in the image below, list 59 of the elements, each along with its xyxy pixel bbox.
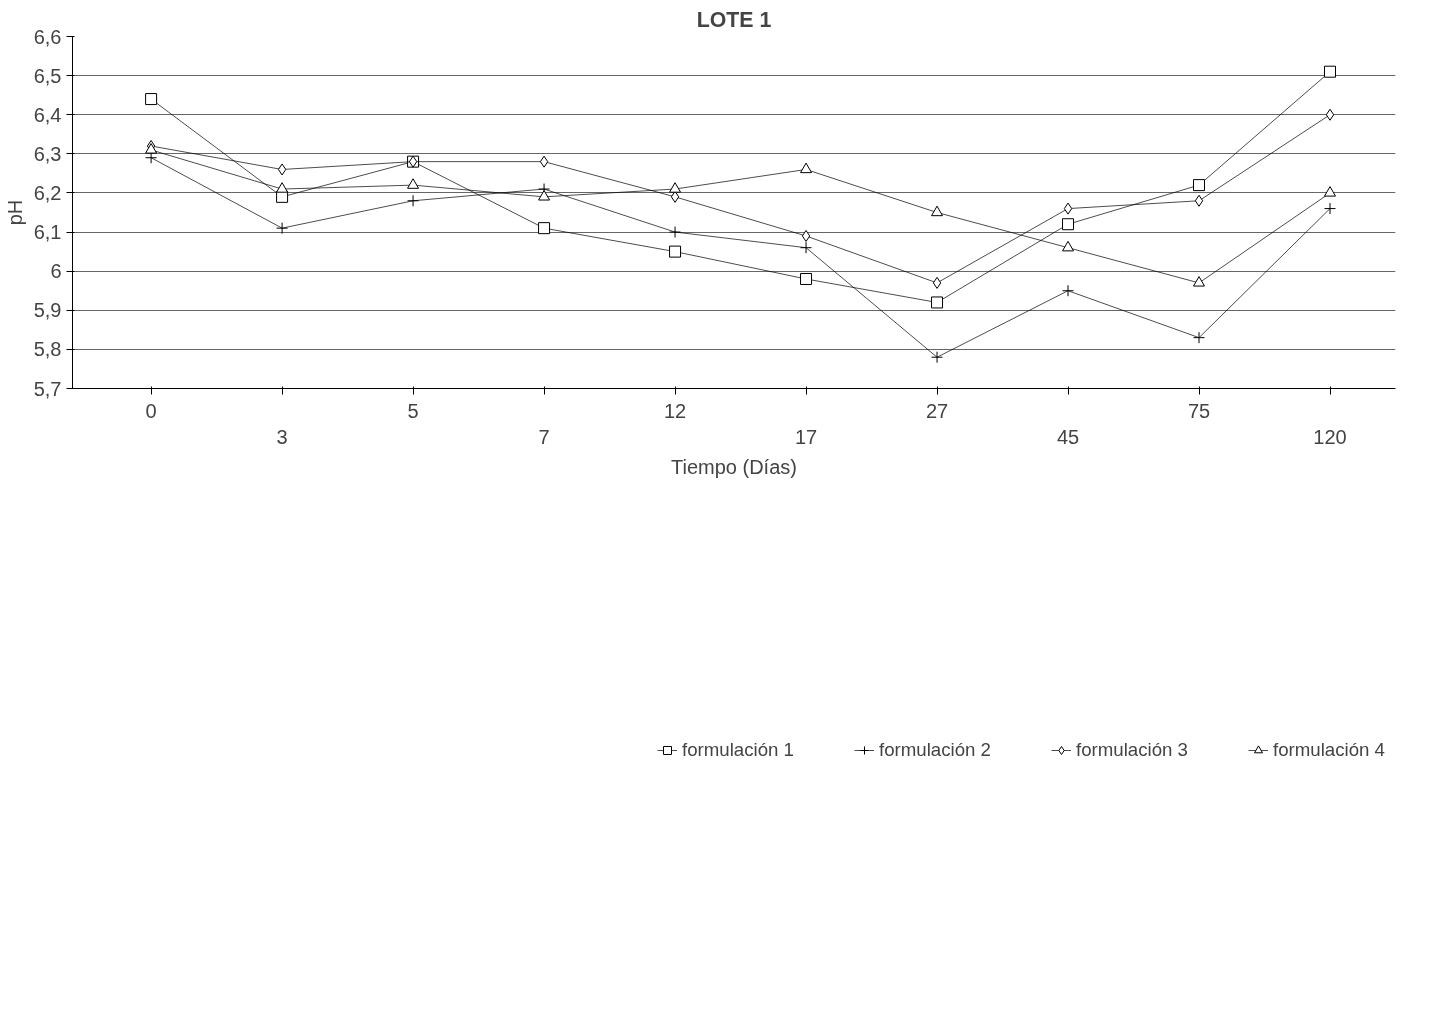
y-tick-label: 5,8 (33, 338, 62, 361)
y-tick-label: 5,9 (33, 299, 62, 322)
point (1063, 202, 1073, 215)
x-tick-label: 120 (1313, 425, 1347, 448)
y-axis-title: pH (3, 199, 26, 226)
legend-label: formulación 2 (879, 739, 991, 761)
point (1062, 284, 1075, 297)
point (1062, 218, 1075, 231)
x-tick-label: 3 (276, 425, 288, 448)
point (276, 182, 289, 193)
legend-label: formulación 3 (1076, 739, 1188, 761)
x-tick-label: 45 (1056, 425, 1080, 448)
chart-title: LOTE 1 (696, 7, 772, 32)
y-tick-label: 5,7 (33, 377, 62, 400)
point (538, 190, 551, 201)
point (800, 272, 813, 285)
x-tick-label: 7 (538, 425, 550, 448)
point (538, 222, 551, 235)
point (669, 226, 682, 239)
x-tick-label: 17 (794, 425, 818, 448)
point (1325, 108, 1335, 121)
x-tick-label: 75 (1187, 399, 1211, 422)
point (800, 162, 813, 174)
point (1193, 276, 1206, 287)
point (276, 222, 289, 235)
legend-label: formulación 4 (1273, 739, 1385, 761)
point (669, 182, 682, 193)
point (1324, 65, 1337, 78)
point (931, 351, 944, 364)
point (931, 205, 944, 217)
point (1194, 194, 1204, 207)
point (1193, 331, 1206, 344)
point (932, 276, 942, 289)
y-tick-label: 6,5 (33, 64, 62, 87)
x-tick-label: 27 (925, 399, 949, 422)
y-tick-label: 6,3 (33, 142, 62, 165)
y-tick-label: 6,2 (33, 181, 62, 204)
point (407, 194, 420, 207)
point (1324, 202, 1337, 215)
point (931, 296, 944, 309)
point (801, 229, 811, 242)
point (1324, 186, 1337, 197)
point (1062, 240, 1075, 252)
point (669, 245, 682, 258)
x-tick-label: 0 (145, 399, 157, 422)
y-tick-label: 6,6 (33, 25, 62, 48)
point (539, 155, 549, 168)
y-tick-label: 6,4 (33, 103, 62, 126)
point (145, 93, 158, 106)
legend-label: formulación 1 (682, 739, 794, 761)
y-tick-label: 6,1 (33, 221, 62, 244)
point (800, 241, 813, 254)
point (277, 163, 287, 176)
point (1193, 179, 1206, 192)
x-tick-label: 5 (407, 399, 419, 422)
x-axis-title: Tiempo (Días) (671, 455, 797, 478)
point (407, 178, 420, 189)
y-tick-label: 6 (50, 260, 62, 283)
x-tick-label: 12 (663, 399, 687, 422)
